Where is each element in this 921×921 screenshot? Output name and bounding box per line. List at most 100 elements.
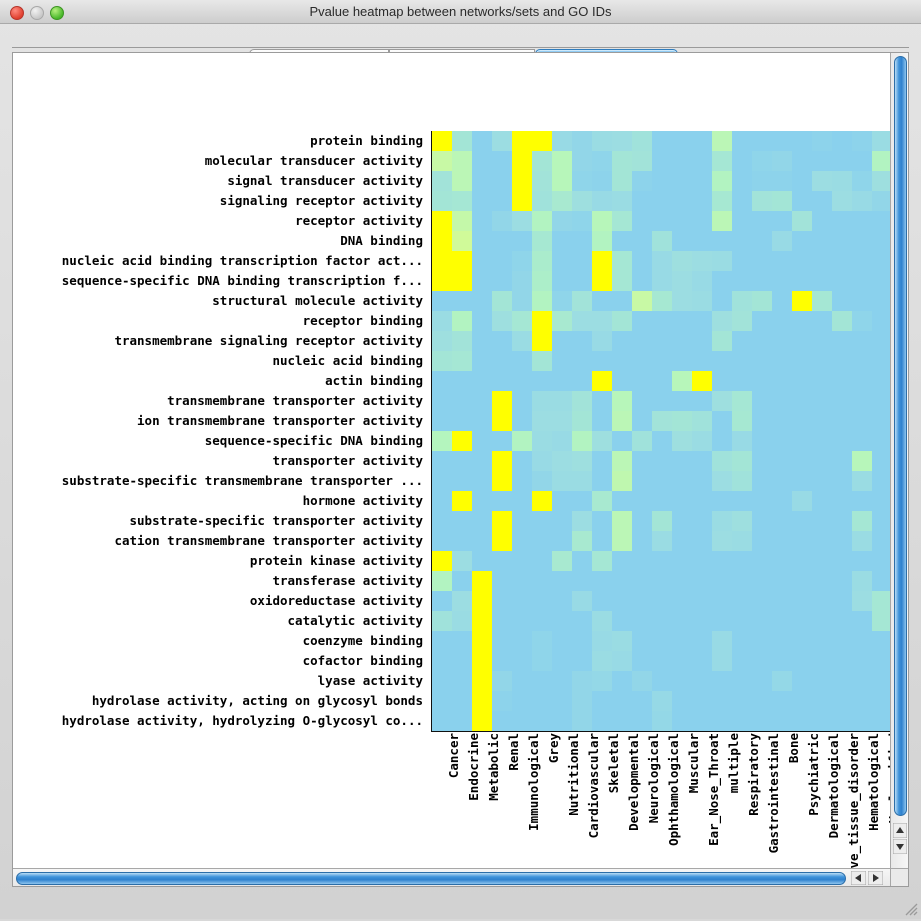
heatmap-cell[interactable] (612, 611, 632, 631)
heatmap-cell[interactable] (572, 571, 592, 591)
heatmap-cell[interactable] (712, 231, 732, 251)
heatmap-cell[interactable] (632, 671, 652, 691)
scroll-down-arrow[interactable] (893, 839, 907, 854)
heatmap-cell[interactable] (532, 291, 552, 311)
heatmap-cell[interactable] (692, 251, 712, 271)
heatmap-cell[interactable] (732, 471, 752, 491)
heatmap-cell[interactable] (512, 651, 532, 671)
heatmap-cell[interactable] (732, 271, 752, 291)
heatmap-cell[interactable] (632, 571, 652, 591)
heatmap-cell[interactable] (832, 411, 852, 431)
heatmap-cell[interactable] (512, 231, 532, 251)
heatmap-cell[interactable] (492, 311, 512, 331)
heatmap-cell[interactable] (512, 151, 532, 171)
heatmap-cell[interactable] (712, 311, 732, 331)
heatmap-cell[interactable] (672, 591, 692, 611)
heatmap-cell[interactable] (592, 711, 612, 731)
heatmap-cell[interactable] (792, 571, 812, 591)
heatmap-cell[interactable] (752, 651, 772, 671)
heatmap-cell[interactable] (732, 371, 752, 391)
heatmap-cell[interactable] (852, 391, 872, 411)
heatmap-cell[interactable] (732, 291, 752, 311)
heatmap-cell[interactable] (572, 451, 592, 471)
heatmap-cell[interactable] (872, 551, 890, 571)
heatmap-cell[interactable] (432, 691, 452, 711)
heatmap-cell[interactable] (652, 371, 672, 391)
heatmap-cell[interactable] (612, 551, 632, 571)
heatmap-cell[interactable] (592, 231, 612, 251)
heatmap-cell[interactable] (732, 651, 752, 671)
heatmap-cell[interactable] (692, 151, 712, 171)
heatmap-cell[interactable] (472, 611, 492, 631)
heatmap-cell[interactable] (632, 591, 652, 611)
heatmap-cell[interactable] (652, 451, 672, 471)
heatmap-cell[interactable] (772, 551, 792, 571)
heatmap-cell[interactable] (812, 571, 832, 591)
heatmap-cell[interactable] (592, 411, 612, 431)
heatmap-cell[interactable] (612, 151, 632, 171)
heatmap-cell[interactable] (432, 511, 452, 531)
heatmap-cell[interactable] (852, 291, 872, 311)
heatmap-cell[interactable] (472, 631, 492, 651)
heatmap-cell[interactable] (552, 611, 572, 631)
heatmap-cell[interactable] (812, 331, 832, 351)
heatmap-cell[interactable] (732, 191, 752, 211)
heatmap-cell[interactable] (692, 611, 712, 631)
heatmap-cell[interactable] (612, 691, 632, 711)
heatmap-cell[interactable] (552, 651, 572, 671)
heatmap-cell[interactable] (632, 331, 652, 351)
heatmap-cell[interactable] (672, 631, 692, 651)
heatmap-cell[interactable] (832, 311, 852, 331)
heatmap-cell[interactable] (512, 451, 532, 471)
heatmap-cell[interactable] (472, 651, 492, 671)
heatmap-cell[interactable] (572, 631, 592, 651)
heatmap-cell[interactable] (752, 531, 772, 551)
heatmap-cell[interactable] (452, 431, 472, 451)
heatmap-cell[interactable] (432, 471, 452, 491)
heatmap-cell[interactable] (832, 491, 852, 511)
heatmap-cell[interactable] (432, 491, 452, 511)
heatmap-cell[interactable] (852, 611, 872, 631)
heatmap-cell[interactable] (492, 391, 512, 411)
heatmap-cell[interactable] (592, 371, 612, 391)
heatmap-cell[interactable] (452, 571, 472, 591)
heatmap-cell[interactable] (512, 711, 532, 731)
heatmap-cell[interactable] (572, 291, 592, 311)
heatmap-cell[interactable] (532, 211, 552, 231)
heatmap-cell[interactable] (732, 571, 752, 591)
heatmap-cell[interactable] (772, 651, 792, 671)
heatmap-cell[interactable] (572, 431, 592, 451)
heatmap-cell[interactable] (792, 491, 812, 511)
heatmap-cell[interactable] (832, 351, 852, 371)
heatmap-cell[interactable] (432, 591, 452, 611)
heatmap-cell[interactable] (772, 431, 792, 451)
heatmap-cell[interactable] (532, 331, 552, 351)
heatmap-cell[interactable] (472, 251, 492, 271)
heatmap-cell[interactable] (612, 491, 632, 511)
heatmap-cell[interactable] (792, 451, 812, 471)
heatmap-cell[interactable] (832, 371, 852, 391)
heatmap-cell[interactable] (552, 411, 572, 431)
heatmap-cell[interactable] (692, 571, 712, 591)
heatmap-cell[interactable] (552, 591, 572, 611)
heatmap-cell[interactable] (492, 431, 512, 451)
heatmap-cell[interactable] (712, 531, 732, 551)
resize-grip-icon[interactable] (902, 900, 918, 916)
heatmap-cell[interactable] (432, 211, 452, 231)
heatmap-cell[interactable] (492, 711, 512, 731)
heatmap-cell[interactable] (772, 331, 792, 351)
heatmap-cell[interactable] (712, 371, 732, 391)
heatmap-cell[interactable] (472, 671, 492, 691)
heatmap-cell[interactable] (752, 631, 772, 651)
heatmap-cell[interactable] (512, 211, 532, 231)
heatmap-cell[interactable] (572, 491, 592, 511)
heatmap-cell[interactable] (612, 671, 632, 691)
heatmap-cell[interactable] (692, 491, 712, 511)
heatmap-cell[interactable] (552, 511, 572, 531)
heatmap-cell[interactable] (592, 151, 612, 171)
heatmap-cell[interactable] (552, 691, 572, 711)
heatmap-cell[interactable] (552, 291, 572, 311)
heatmap-cell[interactable] (612, 131, 632, 151)
heatmap-cell[interactable] (472, 431, 492, 451)
heatmap-cell[interactable] (752, 551, 772, 571)
